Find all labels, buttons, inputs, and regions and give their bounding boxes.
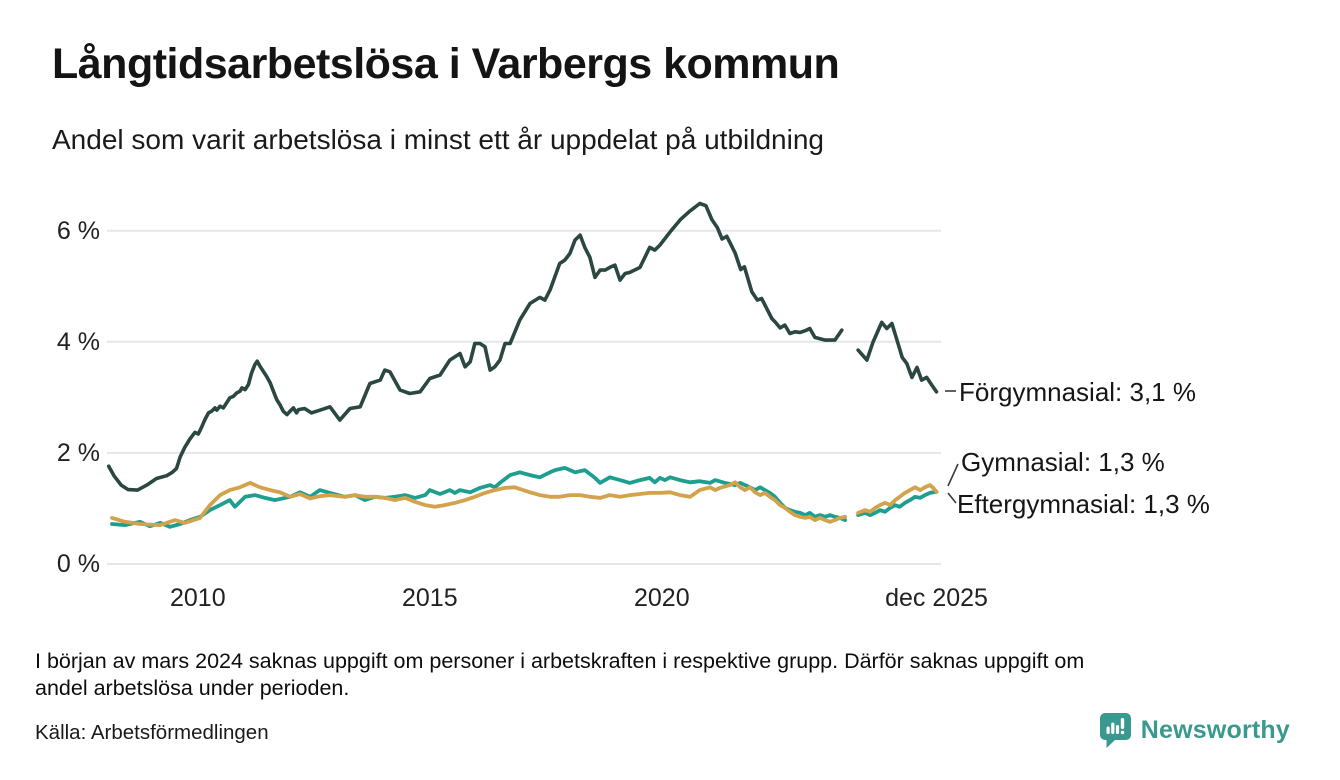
page-subtitle: Andel som varit arbetslösa i minst ett å… bbox=[52, 124, 824, 155]
newsworthy-wordmark: Newsworthy bbox=[1140, 716, 1290, 744]
footnote-line-1: I början av mars 2024 saknas uppgift om … bbox=[35, 649, 1085, 673]
series-lines bbox=[106, 201, 939, 529]
newsworthy-chart-bubble-icon bbox=[1099, 713, 1131, 748]
series-line-forgymnasial bbox=[106, 201, 844, 492]
label-connectors bbox=[945, 390, 959, 504]
source-label: Källa: Arbetsförmedlingen bbox=[35, 721, 269, 744]
label-connector-eftergymnasial bbox=[947, 492, 957, 504]
footnote-line-2: andel arbetslösa under perioden. bbox=[35, 676, 350, 700]
series-line-forgymnasial bbox=[856, 320, 939, 394]
series-label-forgymnasial: Förgymnasial: 3,1 % bbox=[959, 377, 1196, 407]
newsworthy-logo: Newsworthy bbox=[1099, 712, 1290, 749]
gridlines bbox=[107, 229, 941, 565]
series-line-eftergymnasial bbox=[110, 480, 847, 527]
label-connector-gymnasial bbox=[947, 463, 959, 487]
series-label-gymnasial: Gymnasial: 1,3 % bbox=[961, 447, 1165, 477]
footnote: I början av mars 2024 saknas uppgift om … bbox=[35, 648, 1285, 702]
series-line-gymnasial bbox=[856, 489, 939, 517]
series-line-gymnasial bbox=[110, 465, 847, 529]
page-title: Långtidsarbetslösa i Varbergs kommun bbox=[52, 40, 840, 88]
series-label-eftergymnasial: Eftergymnasial: 1,3 % bbox=[957, 489, 1210, 519]
series-line-eftergymnasial bbox=[856, 483, 939, 515]
